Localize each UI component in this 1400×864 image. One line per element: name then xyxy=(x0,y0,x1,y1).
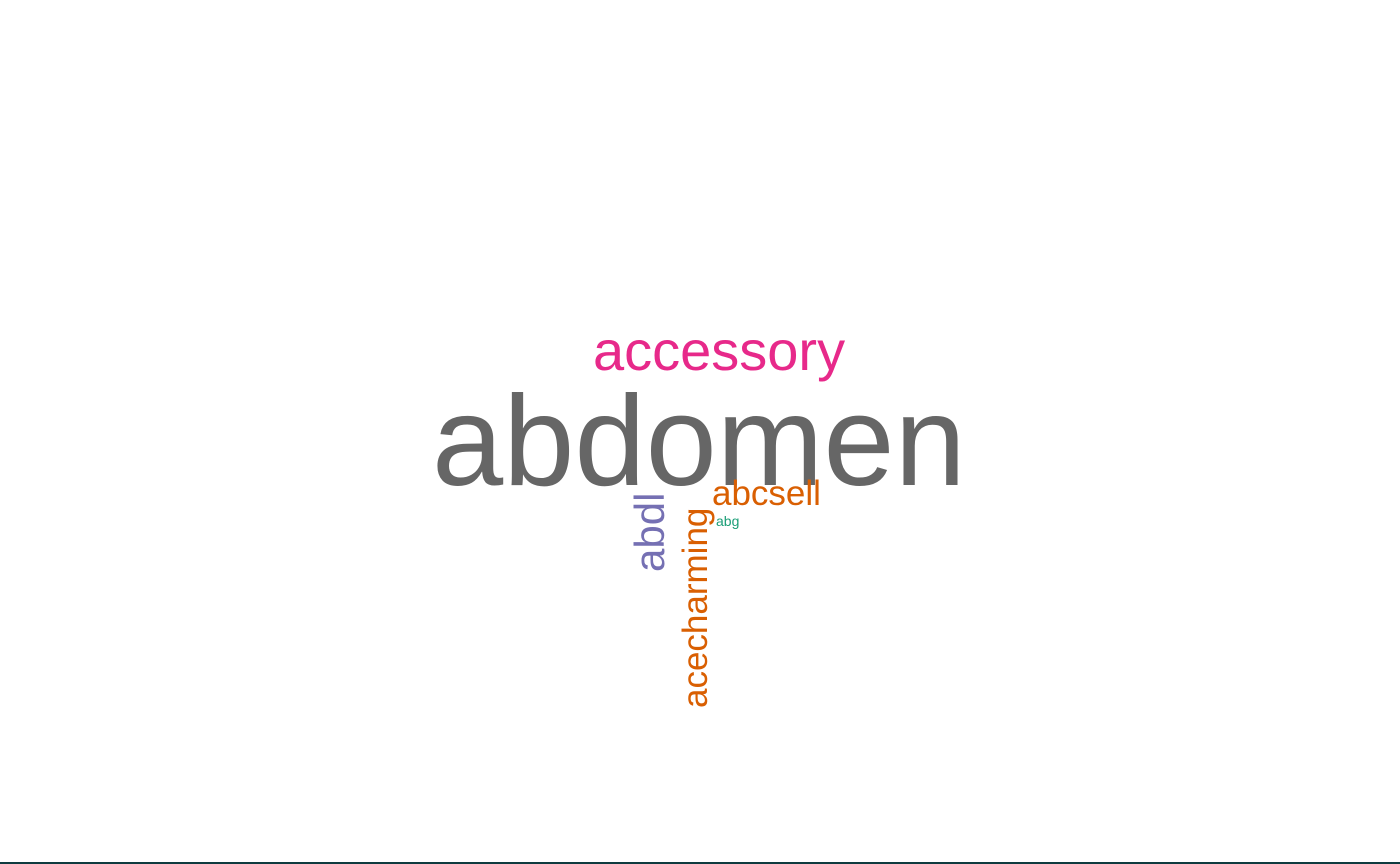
word-abcsell: abcsell xyxy=(712,474,821,513)
word-abg: abg xyxy=(716,513,740,529)
bottom-border xyxy=(0,862,1400,864)
word-abdomen: abdomen xyxy=(432,370,966,513)
word-abdl: abdl xyxy=(626,492,673,572)
word-acecharming: acecharming xyxy=(676,507,715,708)
word-accessory: accessory xyxy=(593,319,846,382)
